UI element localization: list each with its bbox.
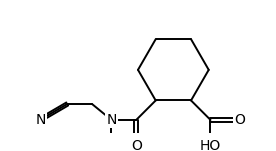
Text: N: N — [36, 113, 46, 127]
Text: N: N — [106, 113, 117, 127]
Text: HO: HO — [200, 139, 221, 151]
Text: O: O — [234, 113, 245, 127]
Text: O: O — [131, 139, 142, 151]
